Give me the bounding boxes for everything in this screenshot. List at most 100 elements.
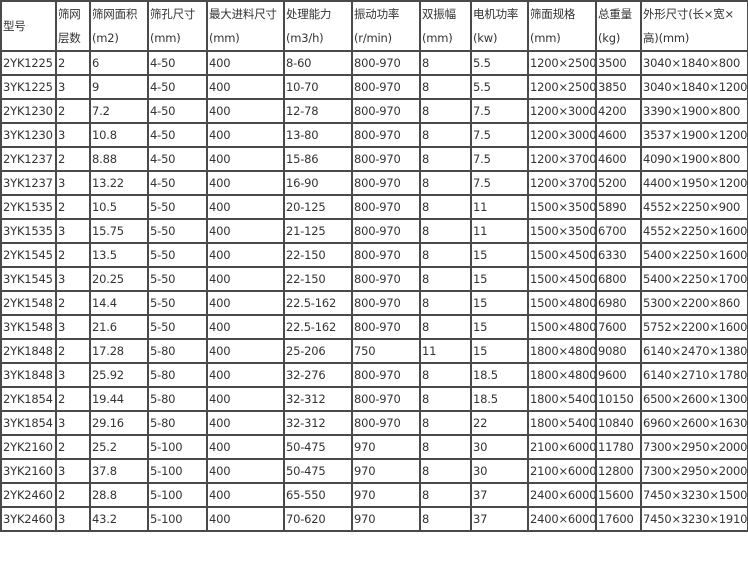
- table-cell: 32-312: [283, 410, 353, 436]
- table-cell: 9600: [595, 362, 642, 388]
- table-cell: 10840: [595, 410, 642, 436]
- table-cell: 2: [55, 50, 91, 76]
- table-row: 2YK1225 2 6 4-50 400 8-60 800-970 8 5.5 1200×2500…: [0, 50, 748, 76]
- table-cell: 2YK1237: [0, 146, 57, 172]
- table-cell: 1800×4800: [527, 338, 597, 364]
- column-header-text: (kg): [598, 31, 621, 45]
- table-cell: 4-50: [147, 146, 208, 172]
- table-cell: 2: [55, 482, 91, 508]
- table-cell: 4552×2250×1600: [640, 218, 748, 244]
- column-header-text: (m3/h): [286, 31, 324, 45]
- table-cell: 400: [206, 74, 285, 100]
- table-cell: 11: [419, 338, 472, 364]
- table-cell: 4552×2250×900: [640, 194, 748, 220]
- table-cell: 800-970: [351, 98, 421, 124]
- table-cell: 30: [470, 434, 529, 460]
- table-cell: 10-70: [283, 74, 353, 100]
- table-cell: 6: [89, 50, 149, 76]
- table-cell: 2100×6000: [527, 458, 597, 484]
- table-cell: 3850: [595, 74, 642, 100]
- specs-table: 型号 筛网 层数 筛网面积 (m2) 筛孔尺寸 (mm) 最大进料尺寸 (mm) 处理能力 (m3/…: [0, 0, 748, 532]
- table-cell: 1500×4800: [527, 290, 597, 316]
- table-cell: 2: [55, 98, 91, 124]
- table-cell: 2: [55, 290, 91, 316]
- table-cell: 2100×6000: [527, 434, 597, 460]
- column-header-text: (kw): [473, 31, 498, 45]
- table-cell: 2: [55, 338, 91, 364]
- table-cell: 1200×2500: [527, 50, 597, 76]
- table-cell: 17600: [595, 506, 642, 532]
- table-row: 2YK2160 2 25.2 5-100 400 50-475 970 8 30 2100×600…: [0, 434, 748, 460]
- table-cell: 800-970: [351, 362, 421, 388]
- table-cell: 15: [470, 314, 529, 340]
- column-header: 总重量 (kg): [595, 0, 642, 52]
- table-cell: 5-50: [147, 314, 208, 340]
- table-cell: 2YK2460: [0, 482, 57, 508]
- table-row: 3YK1548 3 21.6 5-50 400 22.5-162 800-970 8 15 150…: [0, 314, 748, 340]
- table-cell: 50-475: [283, 434, 353, 460]
- table-cell: 32-276: [283, 362, 353, 388]
- table-cell: 5400×2250×1600: [640, 242, 748, 268]
- table-cell: 2YK1854: [0, 386, 57, 412]
- column-header: 最大进料尺寸 (mm): [206, 0, 285, 52]
- table-cell: 1800×5400: [527, 386, 597, 412]
- table-cell: 800-970: [351, 122, 421, 148]
- table-cell: 5-50: [147, 218, 208, 244]
- table-cell: 37.8: [89, 458, 149, 484]
- table-cell: 2YK1548: [0, 290, 57, 316]
- table-cell: 8: [419, 506, 472, 532]
- table-cell: 15: [470, 242, 529, 268]
- table-cell: 8: [419, 362, 472, 388]
- table-cell: 400: [206, 338, 285, 364]
- table-cell: 2: [55, 242, 91, 268]
- table-cell: 400: [206, 314, 285, 340]
- table-cell: 3YK1225: [0, 74, 57, 100]
- table-cell: 800-970: [351, 386, 421, 412]
- table-cell: 11780: [595, 434, 642, 460]
- column-header-text: (mm): [150, 31, 181, 45]
- table-cell: 13.5: [89, 242, 149, 268]
- table-cell: 6960×2600×1630: [640, 410, 748, 436]
- table-cell: 2YK1230: [0, 98, 57, 124]
- table-cell: 400: [206, 458, 285, 484]
- table-cell: 400: [206, 434, 285, 460]
- table-cell: 1200×3000: [527, 98, 597, 124]
- table-cell: 11: [470, 218, 529, 244]
- table-cell: 15.75: [89, 218, 149, 244]
- table-row: 3YK1854 3 29.16 5-80 400 32-312 800-970 8 22 1800…: [0, 410, 748, 436]
- table-cell: 6330: [595, 242, 642, 268]
- column-header-text: 总重量: [598, 7, 632, 21]
- table-cell: 5-50: [147, 194, 208, 220]
- table-cell: 3YK2460: [0, 506, 57, 532]
- table-cell: 5-50: [147, 290, 208, 316]
- table-cell: 4-50: [147, 98, 208, 124]
- table-cell: 8: [419, 314, 472, 340]
- table-cell: 8: [419, 170, 472, 196]
- table-cell: 8: [419, 50, 472, 76]
- table-cell: 7.2: [89, 98, 149, 124]
- table-cell: 2YK1545: [0, 242, 57, 268]
- column-header-text: (r/min): [354, 31, 392, 45]
- table-cell: 8: [419, 266, 472, 292]
- table-row: 2YK2460 2 28.8 5-100 400 65-550 970 8 37 2400×600…: [0, 482, 748, 508]
- table-cell: 800-970: [351, 410, 421, 436]
- table-cell: 5-80: [147, 386, 208, 412]
- table-cell: 3YK1548: [0, 314, 57, 340]
- table-cell: 30: [470, 458, 529, 484]
- column-header-text: (mm): [209, 31, 240, 45]
- table-cell: 800-970: [351, 218, 421, 244]
- table-cell: 37: [470, 482, 529, 508]
- table-cell: 8: [419, 242, 472, 268]
- table-cell: 5400×2250×1700: [640, 266, 748, 292]
- table-row: 3YK1848 3 25.92 5-80 400 32-276 800-970 8 18.5 18…: [0, 362, 748, 388]
- table-cell: 4-50: [147, 50, 208, 76]
- table-cell: 750: [351, 338, 421, 364]
- table-cell: 8: [419, 434, 472, 460]
- table-cell: 4200: [595, 98, 642, 124]
- table-cell: 21.6: [89, 314, 149, 340]
- column-header: 电机功率 (kw): [470, 0, 529, 52]
- table-cell: 970: [351, 434, 421, 460]
- table-row: 3YK1535 3 15.75 5-50 400 21-125 800-970 8 11 1500…: [0, 218, 748, 244]
- table-cell: 8: [419, 482, 472, 508]
- table-cell: 6700: [595, 218, 642, 244]
